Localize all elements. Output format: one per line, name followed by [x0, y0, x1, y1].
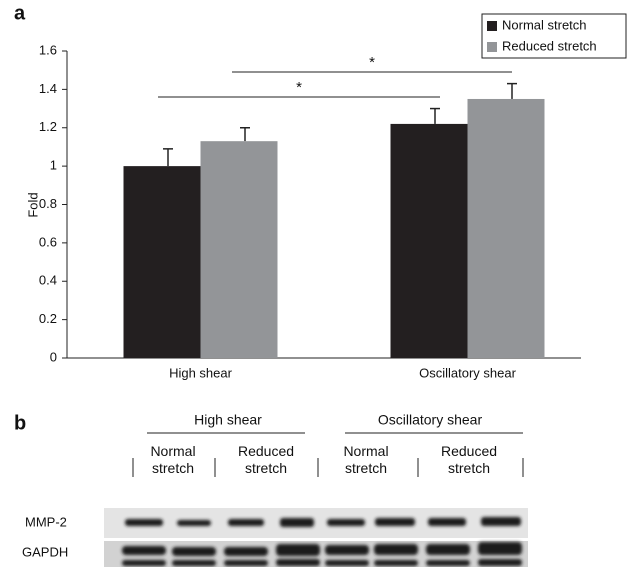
legend-label: Reduced stretch: [502, 38, 597, 53]
y-tick-label: 0.2: [39, 311, 57, 326]
panel-label: a: [14, 2, 26, 24]
legend-box: [481, 13, 627, 59]
legend-label: Normal stretch: [502, 17, 587, 32]
legend-swatch: [487, 42, 497, 52]
y-tick-label: 0.4: [39, 273, 57, 288]
y-tick-label: 1.4: [39, 81, 57, 96]
significance-star: *: [369, 54, 375, 71]
blot-bands: [122, 517, 522, 566]
lane-dividers: [132, 458, 524, 477]
y-tick-label: 1.2: [39, 119, 57, 134]
bar: [390, 123, 468, 358]
bar: [467, 98, 545, 358]
row-label: MMP-2: [25, 514, 67, 529]
lane-label: Normal stretch: [343, 443, 389, 476]
y-tick-label: 0.8: [39, 196, 57, 211]
y-tick-label: 1: [50, 158, 57, 173]
x-tick-label: Oscillatory shear: [419, 365, 516, 380]
legend-swatch: [487, 21, 497, 31]
y-axis-label: Fold: [25, 192, 40, 217]
panel-label: b: [14, 412, 26, 434]
y-tick-label: 1.6: [39, 42, 57, 57]
lane-label: Normal stretch: [150, 443, 196, 476]
y-tick-label: 0: [50, 349, 57, 364]
y-tick-label: 0.6: [39, 234, 57, 249]
x-tick-label: High shear: [169, 365, 233, 380]
group-label: High shear: [194, 412, 262, 428]
lane-label: Reduced stretch: [440, 443, 498, 476]
group-label: Oscillatory shear: [378, 412, 483, 428]
western-blot: b High shear Oscillatory shear MMP-2 GAP…: [14, 412, 528, 567]
significance-star: *: [296, 79, 302, 96]
lane-label: Reduced stretch: [237, 443, 295, 476]
bar: [123, 166, 201, 358]
bar: [200, 141, 278, 358]
row-label: GAPDH: [22, 544, 68, 559]
